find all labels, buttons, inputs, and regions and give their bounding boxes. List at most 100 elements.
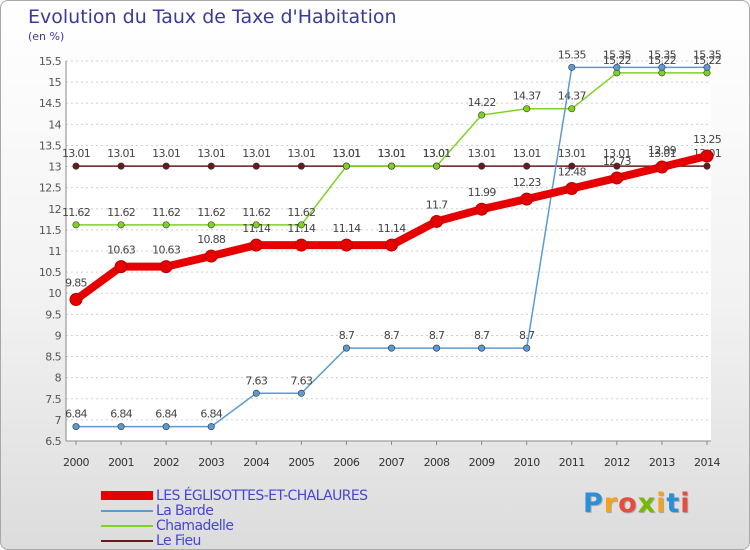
data-point xyxy=(433,162,441,170)
data-label: 13.01 xyxy=(287,147,315,160)
y-tick-label: 13 xyxy=(48,161,61,174)
legend-label: Chamadelle xyxy=(156,517,234,534)
y-tick-label: 10.5 xyxy=(39,266,62,279)
legend-swatch xyxy=(101,509,153,512)
logo-letter: t xyxy=(666,488,681,519)
legend-label: La Barde xyxy=(156,502,214,519)
data-label: 11.62 xyxy=(197,206,225,219)
legend-swatch xyxy=(101,524,153,527)
x-tick-label: 2003 xyxy=(198,456,224,469)
x-tick-label: 2011 xyxy=(559,456,585,469)
data-point xyxy=(72,423,80,431)
data-label: 15.35 xyxy=(558,48,587,61)
data-label: 13.01 xyxy=(603,147,631,160)
x-tick-label: 2000 xyxy=(63,456,89,469)
chart-unit-label: (en %) xyxy=(28,30,65,43)
data-point xyxy=(475,202,489,216)
data-label: 13.01 xyxy=(332,147,360,160)
logo-letter: r xyxy=(603,488,619,519)
data-label: 15.35 xyxy=(693,48,722,61)
data-label: 13.01 xyxy=(648,147,676,160)
data-label: 9.85 xyxy=(65,277,87,290)
legend-label: LES ÉGLISOTTES-ET-CHALAURES xyxy=(156,487,368,504)
legend-item-la-barde: La Barde xyxy=(101,502,367,519)
data-label: 15.22 xyxy=(648,54,676,67)
data-point xyxy=(342,344,350,352)
data-point xyxy=(342,162,350,170)
data-label: 11.62 xyxy=(107,206,135,219)
data-label: 11.99 xyxy=(468,186,497,199)
data-point xyxy=(387,162,395,170)
legend: LES ÉGLISOTTES-ET-CHALAURES La Barde Cha… xyxy=(101,487,368,549)
data-point xyxy=(610,171,624,185)
data-label: 14.37 xyxy=(558,90,587,103)
data-label: 11.62 xyxy=(152,206,180,219)
legend-item-les-eglisottes: LES ÉGLISOTTES-ET-CHALAURES xyxy=(101,487,368,504)
y-tick-label: 14.5 xyxy=(39,97,62,110)
data-label: 11.62 xyxy=(62,206,90,219)
data-point xyxy=(249,238,263,252)
y-tick-label: 11.5 xyxy=(39,224,62,237)
legend-item-le-fieu: Le Fieu xyxy=(101,532,367,549)
data-point xyxy=(162,162,170,170)
data-label: 13.01 xyxy=(468,147,496,160)
data-label: 13.01 xyxy=(332,147,360,160)
data-label: 8.7 xyxy=(339,329,355,342)
data-point xyxy=(523,162,531,170)
data-label: 15.22 xyxy=(693,54,721,67)
y-tick-label: 8 xyxy=(55,372,62,385)
data-point xyxy=(385,238,398,252)
data-label: 12.23 xyxy=(513,176,542,189)
data-label: 13.01 xyxy=(513,147,541,160)
legend-item-chamadelle: Chamadelle xyxy=(101,517,367,534)
data-point xyxy=(252,389,260,397)
data-point xyxy=(294,238,308,252)
x-tick-label: 2010 xyxy=(514,456,540,469)
data-point xyxy=(430,214,444,228)
data-label: 13.01 xyxy=(62,147,90,160)
data-point xyxy=(568,162,576,170)
legend-swatch xyxy=(101,539,153,542)
data-label: 15.22 xyxy=(603,54,631,67)
logo-letter: o xyxy=(618,488,638,519)
y-tick-label: 13.5 xyxy=(39,139,62,152)
data-point xyxy=(252,162,260,170)
y-tick-label: 12 xyxy=(48,203,61,216)
data-point xyxy=(655,160,669,174)
data-label: 11.62 xyxy=(242,206,270,219)
data-label: 14.37 xyxy=(513,90,542,103)
data-label: 12.73 xyxy=(603,155,632,168)
logo-letter: P xyxy=(583,488,604,519)
data-point xyxy=(658,63,666,71)
logo-letter: x xyxy=(637,488,657,519)
x-tick-label: 2014 xyxy=(694,456,720,469)
y-tick-label: 12.5 xyxy=(39,182,62,195)
data-label: 12.48 xyxy=(558,166,587,179)
data-label: 11.14 xyxy=(378,222,407,235)
data-label: 6.84 xyxy=(200,408,222,421)
data-label: 8.7 xyxy=(384,329,400,342)
data-point xyxy=(703,162,711,170)
data-point xyxy=(433,344,441,352)
data-point xyxy=(72,221,80,229)
data-label: 10.63 xyxy=(152,244,181,257)
x-tick-label: 2001 xyxy=(108,456,134,469)
data-point xyxy=(613,162,621,170)
data-point xyxy=(523,344,531,352)
data-label: 15.35 xyxy=(648,48,677,61)
y-tick-label: 8.5 xyxy=(45,351,61,364)
data-label: 12.99 xyxy=(648,144,677,157)
legend-label: Le Fieu xyxy=(156,532,201,549)
data-point xyxy=(339,238,353,252)
y-tick-label: 7.5 xyxy=(45,393,61,406)
data-point xyxy=(252,221,260,229)
data-label: 13.01 xyxy=(423,147,451,160)
y-tick-label: 14 xyxy=(48,118,61,131)
data-label: 6.84 xyxy=(110,408,132,421)
data-label: 13.01 xyxy=(197,147,225,160)
x-tick-label: 2007 xyxy=(379,456,405,469)
data-label: 14.22 xyxy=(468,96,496,109)
data-label: 11.14 xyxy=(332,222,361,235)
